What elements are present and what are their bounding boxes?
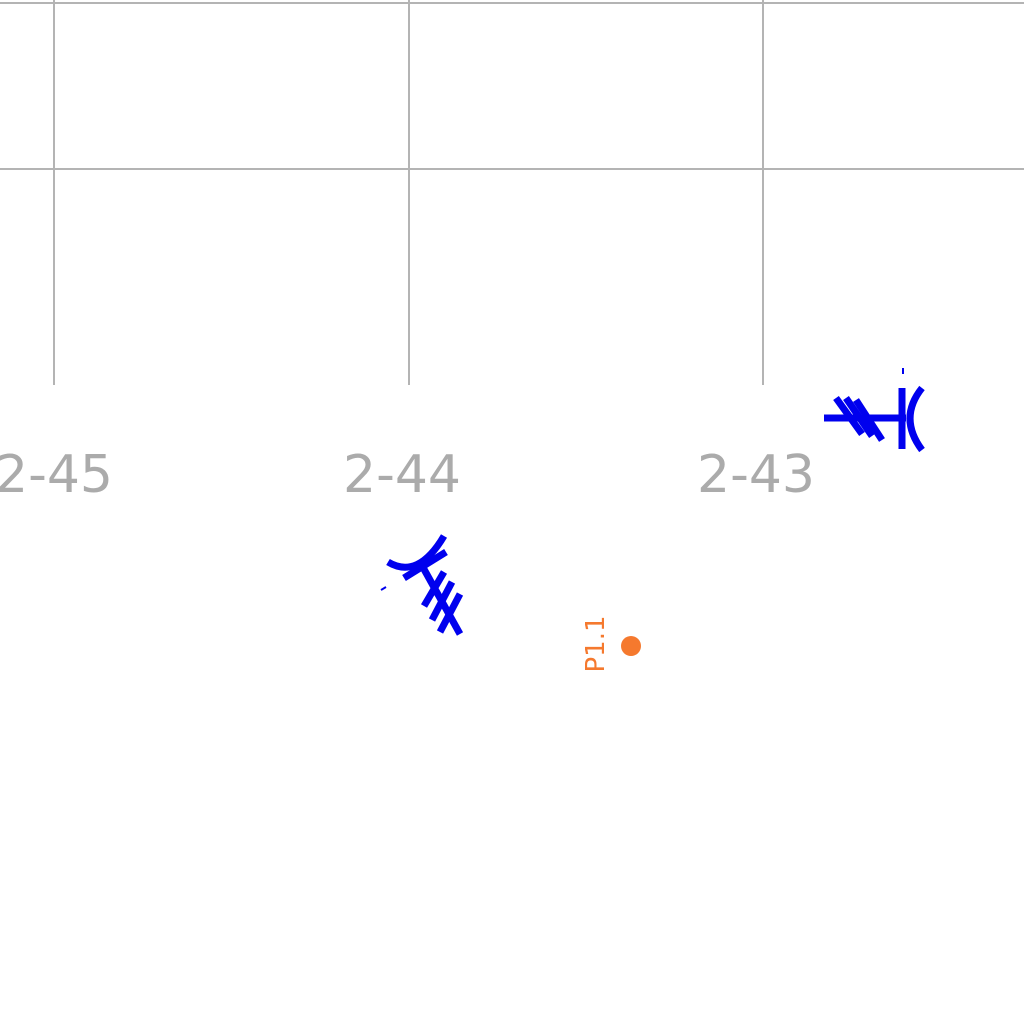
symbol-tick: [833, 395, 865, 437]
grid-labels: 2-45 2-44 2-43: [0, 445, 815, 505]
fish-hook-symbol-icon[interactable]: [380, 534, 464, 636]
grid-label: 2-45: [0, 445, 113, 505]
symbol-tick: [843, 396, 875, 438]
symbol-hook: [906, 385, 925, 453]
grid-label: 2-43: [697, 445, 815, 505]
survey-point-label: P1.1: [581, 615, 611, 672]
symbol-tick: [436, 592, 464, 634]
symbol-bar: [402, 549, 448, 581]
symbol-tick: [853, 398, 885, 442]
symbol-hook: [386, 534, 448, 571]
fish-hook-symbol-icon[interactable]: [824, 368, 925, 453]
survey-point[interactable]: P1.1: [581, 615, 641, 673]
grid-label: 2-44: [343, 445, 461, 505]
survey-point-marker[interactable]: [621, 636, 641, 656]
grid: [0, 0, 1024, 385]
symbol-mark: [380, 586, 387, 591]
symbol-tick: [420, 570, 448, 608]
symbol-tick: [428, 580, 456, 622]
